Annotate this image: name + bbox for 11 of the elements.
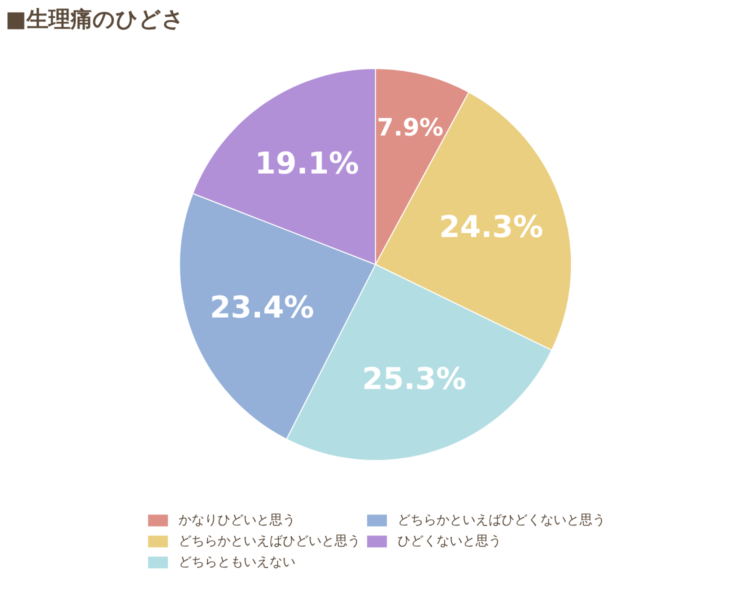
legend-label: どちらかといえばひどくないと思う	[398, 512, 606, 529]
data-label: 24.3%	[439, 210, 544, 245]
data-label: 19.1%	[254, 146, 359, 182]
data-label: 25.3%	[362, 362, 466, 398]
legend-label: かなりひどいと思う	[178, 512, 296, 529]
legend-label: どちらかといえばひどいと思う	[178, 533, 360, 550]
legend-label: どちらともいえない	[178, 554, 296, 571]
data-label: 23.4%	[210, 290, 314, 326]
data-label: 7.9%	[376, 114, 444, 142]
legend-label: ひどくないと思う	[398, 533, 502, 550]
chart-title: ■生理痛のひどさ	[6, 8, 184, 32]
